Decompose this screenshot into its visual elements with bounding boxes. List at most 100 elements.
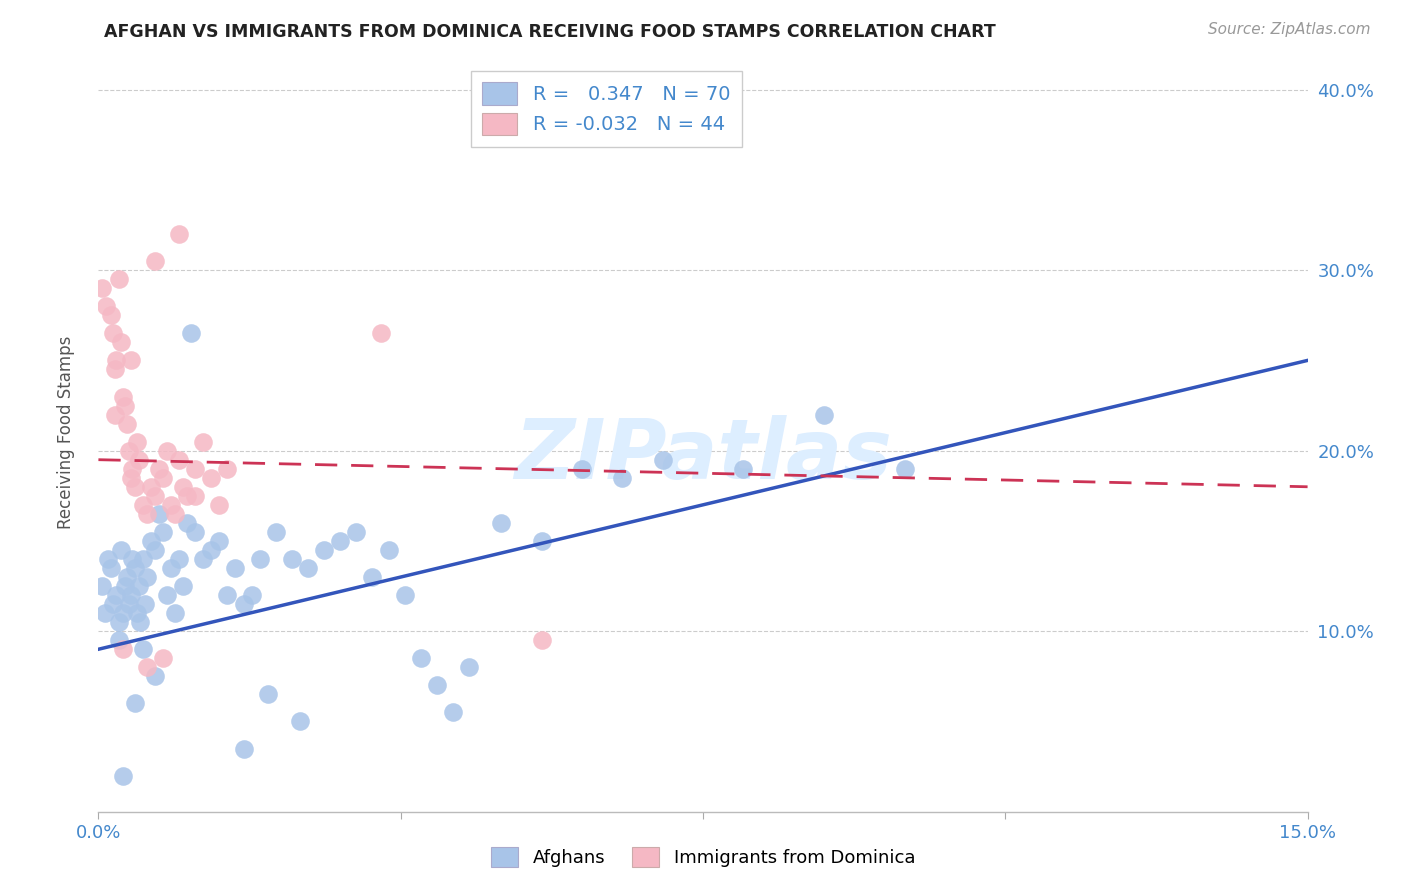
Point bbox=[135, 570, 157, 584]
Point bbox=[114, 579, 136, 593]
Point bbox=[115, 417, 138, 431]
Point bbox=[111, 642, 134, 657]
Point bbox=[101, 326, 124, 341]
Point bbox=[458, 660, 481, 674]
Point bbox=[121, 552, 143, 566]
Point bbox=[240, 588, 263, 602]
Point bbox=[314, 543, 336, 558]
Point bbox=[118, 597, 141, 611]
Point bbox=[111, 769, 134, 783]
Point bbox=[128, 452, 150, 467]
Point bbox=[139, 533, 162, 548]
Point bbox=[167, 552, 190, 566]
Point bbox=[176, 516, 198, 530]
Point bbox=[124, 697, 146, 711]
Point bbox=[124, 561, 146, 575]
Point bbox=[297, 561, 319, 575]
Point bbox=[110, 543, 132, 558]
Point bbox=[184, 524, 207, 539]
Point bbox=[103, 362, 125, 376]
Point bbox=[100, 561, 122, 575]
Point bbox=[128, 579, 150, 593]
Point bbox=[288, 714, 311, 729]
Point bbox=[132, 552, 155, 566]
Point bbox=[143, 254, 166, 268]
Point bbox=[733, 461, 755, 475]
Point bbox=[184, 489, 207, 503]
Point bbox=[281, 552, 304, 566]
Point bbox=[329, 533, 352, 548]
Point bbox=[107, 633, 129, 648]
Point bbox=[152, 651, 174, 665]
Point bbox=[167, 452, 190, 467]
Point bbox=[115, 570, 138, 584]
Point bbox=[148, 507, 170, 521]
Point bbox=[107, 615, 129, 630]
Point bbox=[124, 480, 146, 494]
Point bbox=[193, 552, 215, 566]
Point bbox=[114, 399, 136, 413]
Point bbox=[100, 308, 122, 322]
Point bbox=[148, 461, 170, 475]
Point bbox=[217, 588, 239, 602]
Point bbox=[139, 480, 162, 494]
Point bbox=[163, 507, 186, 521]
Point bbox=[264, 524, 287, 539]
Point bbox=[121, 461, 143, 475]
Point bbox=[217, 461, 239, 475]
Point bbox=[91, 281, 114, 295]
Point bbox=[249, 552, 271, 566]
Point bbox=[91, 579, 114, 593]
Point bbox=[143, 543, 166, 558]
Legend: Afghans, Immigrants from Dominica: Afghans, Immigrants from Dominica bbox=[484, 839, 922, 874]
Point bbox=[571, 461, 593, 475]
Point bbox=[135, 507, 157, 521]
Point bbox=[163, 606, 186, 620]
Point bbox=[160, 561, 183, 575]
Point bbox=[110, 335, 132, 350]
Point bbox=[172, 579, 194, 593]
Point bbox=[167, 227, 190, 241]
Point bbox=[152, 524, 174, 539]
Point bbox=[172, 480, 194, 494]
Point bbox=[120, 588, 142, 602]
Point bbox=[107, 272, 129, 286]
Point bbox=[156, 443, 179, 458]
Point bbox=[200, 471, 222, 485]
Point bbox=[152, 471, 174, 485]
Point bbox=[224, 561, 246, 575]
Point bbox=[103, 408, 125, 422]
Point bbox=[143, 669, 166, 683]
Point bbox=[120, 471, 142, 485]
Point bbox=[208, 498, 231, 512]
Point bbox=[134, 597, 156, 611]
Point bbox=[184, 461, 207, 475]
Point bbox=[111, 606, 134, 620]
Point bbox=[441, 706, 464, 720]
Y-axis label: Receiving Food Stamps: Receiving Food Stamps bbox=[56, 336, 75, 529]
Point bbox=[409, 651, 432, 665]
Point bbox=[612, 471, 634, 485]
Point bbox=[394, 588, 416, 602]
Point bbox=[232, 741, 254, 756]
Point bbox=[101, 597, 124, 611]
Point bbox=[129, 615, 152, 630]
Point bbox=[105, 353, 128, 368]
Point bbox=[132, 642, 155, 657]
Point bbox=[180, 326, 202, 341]
Point bbox=[111, 390, 134, 404]
Point bbox=[208, 533, 231, 548]
Point bbox=[176, 489, 198, 503]
Point bbox=[530, 633, 553, 648]
Point bbox=[344, 524, 367, 539]
Point bbox=[127, 434, 149, 449]
Point bbox=[120, 353, 142, 368]
Point bbox=[135, 660, 157, 674]
Text: ZIPatlas: ZIPatlas bbox=[515, 415, 891, 496]
Point bbox=[361, 570, 384, 584]
Text: AFGHAN VS IMMIGRANTS FROM DOMINICA RECEIVING FOOD STAMPS CORRELATION CHART: AFGHAN VS IMMIGRANTS FROM DOMINICA RECEI… bbox=[104, 23, 997, 41]
Point bbox=[651, 452, 673, 467]
Point bbox=[256, 687, 278, 701]
Point bbox=[105, 588, 128, 602]
Point bbox=[893, 461, 915, 475]
